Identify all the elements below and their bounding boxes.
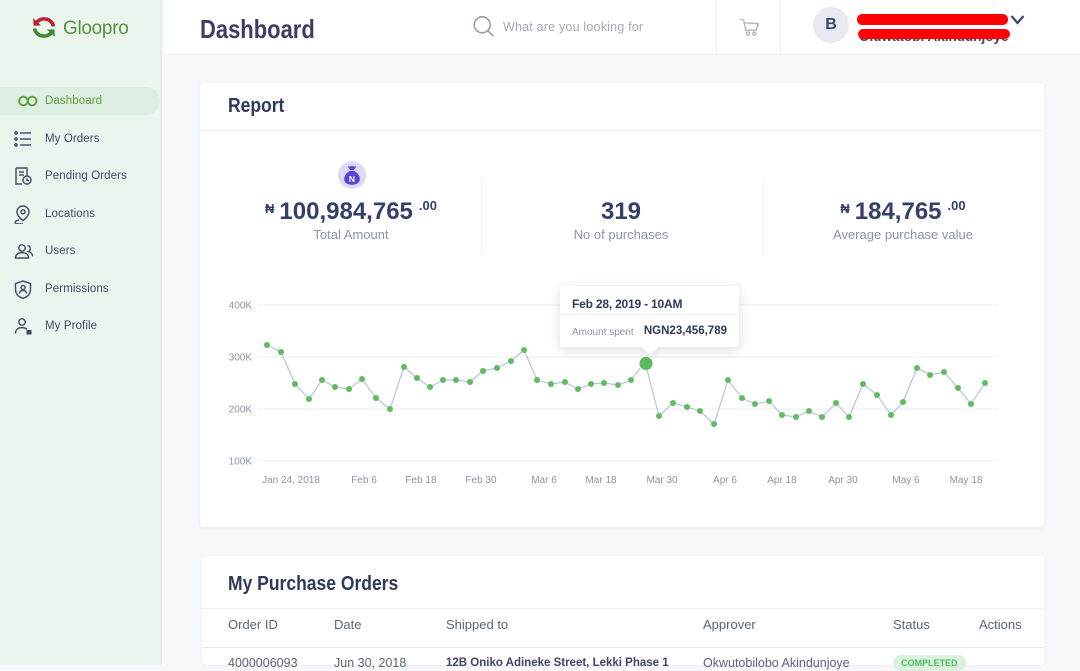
svg-text:Apr 6: Apr 6 xyxy=(713,475,737,486)
svg-text:Apr 18: Apr 18 xyxy=(767,475,797,486)
svg-text:May 18: May 18 xyxy=(950,475,983,486)
svg-text:Jan 24, 2018: Jan 24, 2018 xyxy=(262,475,320,486)
svg-text:Apr 30: Apr 30 xyxy=(828,475,858,486)
svg-text:Mar 30: Mar 30 xyxy=(646,475,678,486)
svg-text:400K: 400K xyxy=(229,301,253,312)
svg-text:Feb 18: Feb 18 xyxy=(405,475,437,486)
svg-text:Mar 6: Mar 6 xyxy=(531,475,557,486)
svg-text:Mar 18: Mar 18 xyxy=(585,475,617,486)
svg-text:N: N xyxy=(349,174,355,184)
svg-text:May 6: May 6 xyxy=(892,475,920,486)
svg-text:200K: 200K xyxy=(229,405,253,416)
svg-text:Feb 6: Feb 6 xyxy=(351,475,377,486)
svg-text:300K: 300K xyxy=(229,353,253,364)
svg-text:100K: 100K xyxy=(229,457,253,468)
svg-text:Feb 30: Feb 30 xyxy=(465,475,497,486)
